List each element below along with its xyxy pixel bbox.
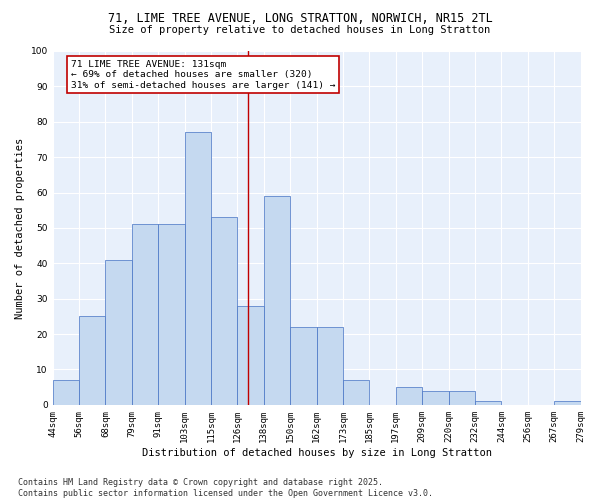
Text: 71, LIME TREE AVENUE, LONG STRATTON, NORWICH, NR15 2TL: 71, LIME TREE AVENUE, LONG STRATTON, NOR…	[107, 12, 493, 26]
Y-axis label: Number of detached properties: Number of detached properties	[15, 138, 25, 318]
Bar	[264, 196, 290, 405]
Bar	[343, 380, 370, 405]
Bar	[158, 224, 185, 405]
Text: Contains HM Land Registry data © Crown copyright and database right 2025.
Contai: Contains HM Land Registry data © Crown c…	[18, 478, 433, 498]
Bar	[449, 390, 475, 405]
Bar	[185, 132, 211, 405]
Bar	[79, 316, 106, 405]
Bar	[53, 380, 79, 405]
X-axis label: Distribution of detached houses by size in Long Stratton: Distribution of detached houses by size …	[142, 448, 491, 458]
Bar	[396, 387, 422, 405]
Bar	[132, 224, 158, 405]
Bar	[554, 402, 581, 405]
Bar	[238, 306, 264, 405]
Text: 71 LIME TREE AVENUE: 131sqm
← 69% of detached houses are smaller (320)
31% of se: 71 LIME TREE AVENUE: 131sqm ← 69% of det…	[71, 60, 335, 90]
Bar	[317, 327, 343, 405]
Bar	[106, 260, 132, 405]
Text: Size of property relative to detached houses in Long Stratton: Size of property relative to detached ho…	[109, 25, 491, 35]
Bar	[422, 390, 449, 405]
Bar	[475, 402, 502, 405]
Bar	[290, 327, 317, 405]
Bar	[211, 218, 238, 405]
